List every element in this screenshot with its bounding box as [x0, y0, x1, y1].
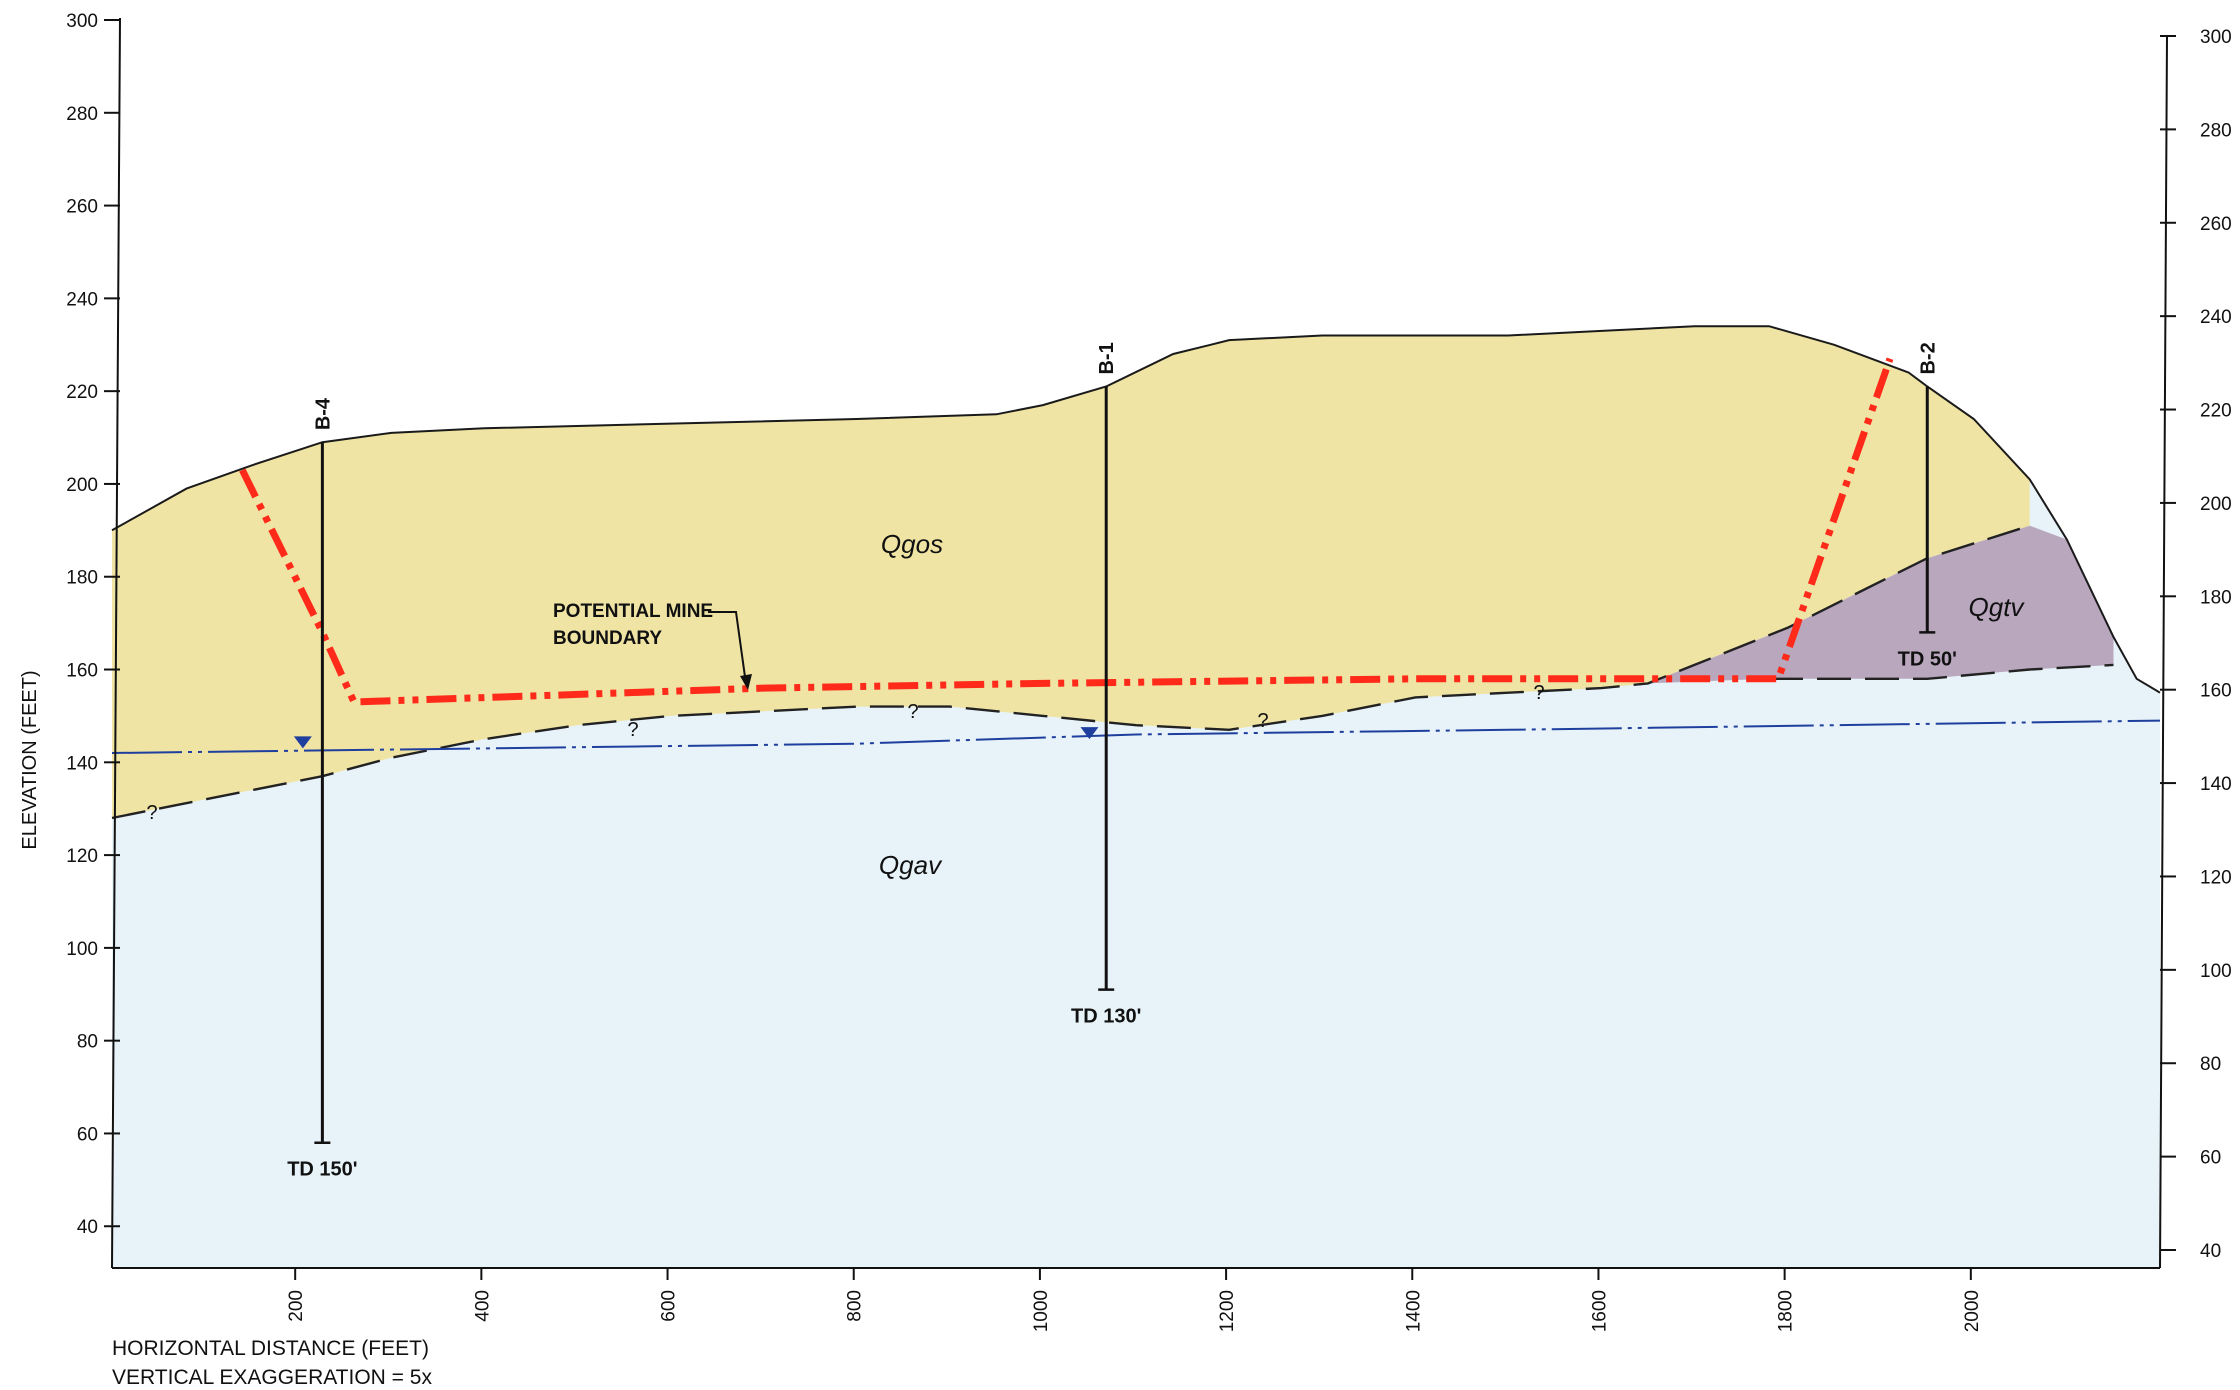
qgos-qgav-contact: [111, 524, 2031, 820]
y-tick-label-right: 40: [2200, 1241, 2221, 1262]
question-mark: ?: [146, 802, 157, 824]
y-tick-label-left: 100: [66, 939, 98, 960]
y-tick-label-right: 240: [2200, 307, 2232, 328]
y-tick-label-left: 280: [66, 104, 98, 125]
water-table-marker: [293, 736, 312, 749]
boring-name: B-1: [1096, 342, 1118, 374]
x-tick-label: 1600: [1589, 1290, 1610, 1332]
y-tick-label-right: 100: [2200, 961, 2232, 982]
y-tick-label-left: 240: [66, 289, 98, 310]
y-tick-label-right: 260: [2200, 214, 2232, 235]
x-tick-label: 800: [845, 1290, 866, 1322]
y-tick-label-left: 160: [66, 661, 98, 682]
mine-boundary-label-line2: BOUNDARY: [553, 628, 662, 649]
mine-boundary-line: [239, 357, 1894, 706]
left-axis-line: [111, 17, 121, 1269]
y-tick-label-left: 220: [66, 382, 98, 403]
y-tick-label-right: 140: [2200, 774, 2232, 795]
unit-label-qgtv: Qgtv: [1969, 592, 2026, 622]
boring-td-label: TD 150': [287, 1159, 357, 1181]
y-tick-label-left: 140: [66, 753, 98, 774]
x-tick-label: 1800: [1776, 1290, 1797, 1332]
boring-td-label: TD 50': [1898, 648, 1957, 670]
mine-boundary-label-line1: POTENTIAL MINE: [553, 601, 713, 622]
y-tick-label-right: 60: [2200, 1148, 2221, 1169]
y-axis-title: ELEVATION (FEET): [19, 670, 41, 849]
unit-fills: [112, 326, 2160, 1268]
x-tick-label: 1400: [1403, 1290, 1424, 1332]
y-tick-label-left: 200: [66, 475, 98, 496]
annotation-leader: [708, 611, 747, 685]
y-tick-label-right: 80: [2200, 1054, 2221, 1075]
y-tick-label-right: 280: [2200, 120, 2232, 141]
y-tick-label-right: 200: [2200, 494, 2232, 515]
qgtv-base-contact: [1769, 663, 2114, 680]
x-tick-label: 1000: [1031, 1290, 1052, 1332]
fill-qgos: [112, 326, 2030, 818]
section-lines: [111, 325, 2161, 1144]
water-table-line: [111, 719, 2161, 754]
x-tick-label: 1200: [1217, 1290, 1238, 1332]
question-mark: ?: [1257, 710, 1268, 732]
x-tick-label: 600: [659, 1290, 680, 1322]
y-tick-label-left: 120: [66, 846, 98, 867]
y-tick-label-right: 180: [2200, 587, 2232, 608]
x-axis-title: HORIZONTAL DISTANCE (FEET): [112, 1337, 429, 1360]
ground-surface: [111, 325, 2161, 694]
x-tick-label: 2000: [1962, 1290, 1983, 1332]
fill-qgtv: [1648, 525, 2114, 684]
y-tick-label-left: 40: [77, 1217, 98, 1238]
y-tick-label-left: 300: [66, 11, 98, 32]
y-tick-label-left: 80: [77, 1032, 98, 1053]
y-tick-label-left: 60: [77, 1124, 98, 1145]
y-tick-label-right: 120: [2200, 867, 2232, 888]
boring-name: B-4: [312, 397, 334, 430]
annotation-arrowhead: [740, 674, 752, 690]
y-tick-label-right: 220: [2200, 401, 2232, 422]
question-mark: ?: [1533, 682, 1544, 704]
y-tick-label-right: 160: [2200, 681, 2232, 702]
water-table-marker: [1080, 727, 1099, 740]
boring-name: B-2: [1917, 342, 1939, 374]
unit-label-qgos: Qgos: [881, 529, 943, 559]
unit-label-qgav: Qgav: [879, 850, 943, 880]
vertical-exaggeration-note: VERTICAL EXAGGERATION = 5x: [112, 1366, 432, 1389]
labels: ELEVATION (FEET) HORIZONTAL DISTANCE (FE…: [19, 342, 2025, 1389]
question-mark: ?: [627, 719, 638, 741]
boring-td-label: TD 130': [1071, 1006, 1141, 1028]
right-axis-line: [2159, 35, 2168, 1269]
y-tick-label-left: 260: [66, 197, 98, 218]
y-tick-label-left: 180: [66, 568, 98, 589]
question-mark: ?: [907, 701, 918, 723]
y-tick-label-right: 300: [2200, 27, 2232, 48]
x-tick-label: 400: [472, 1290, 493, 1322]
x-tick-label: 200: [286, 1290, 307, 1322]
axes: 300 280 260 240 220 200 180 160 140 120 100 80 60 40 3…: [66, 11, 2231, 1332]
